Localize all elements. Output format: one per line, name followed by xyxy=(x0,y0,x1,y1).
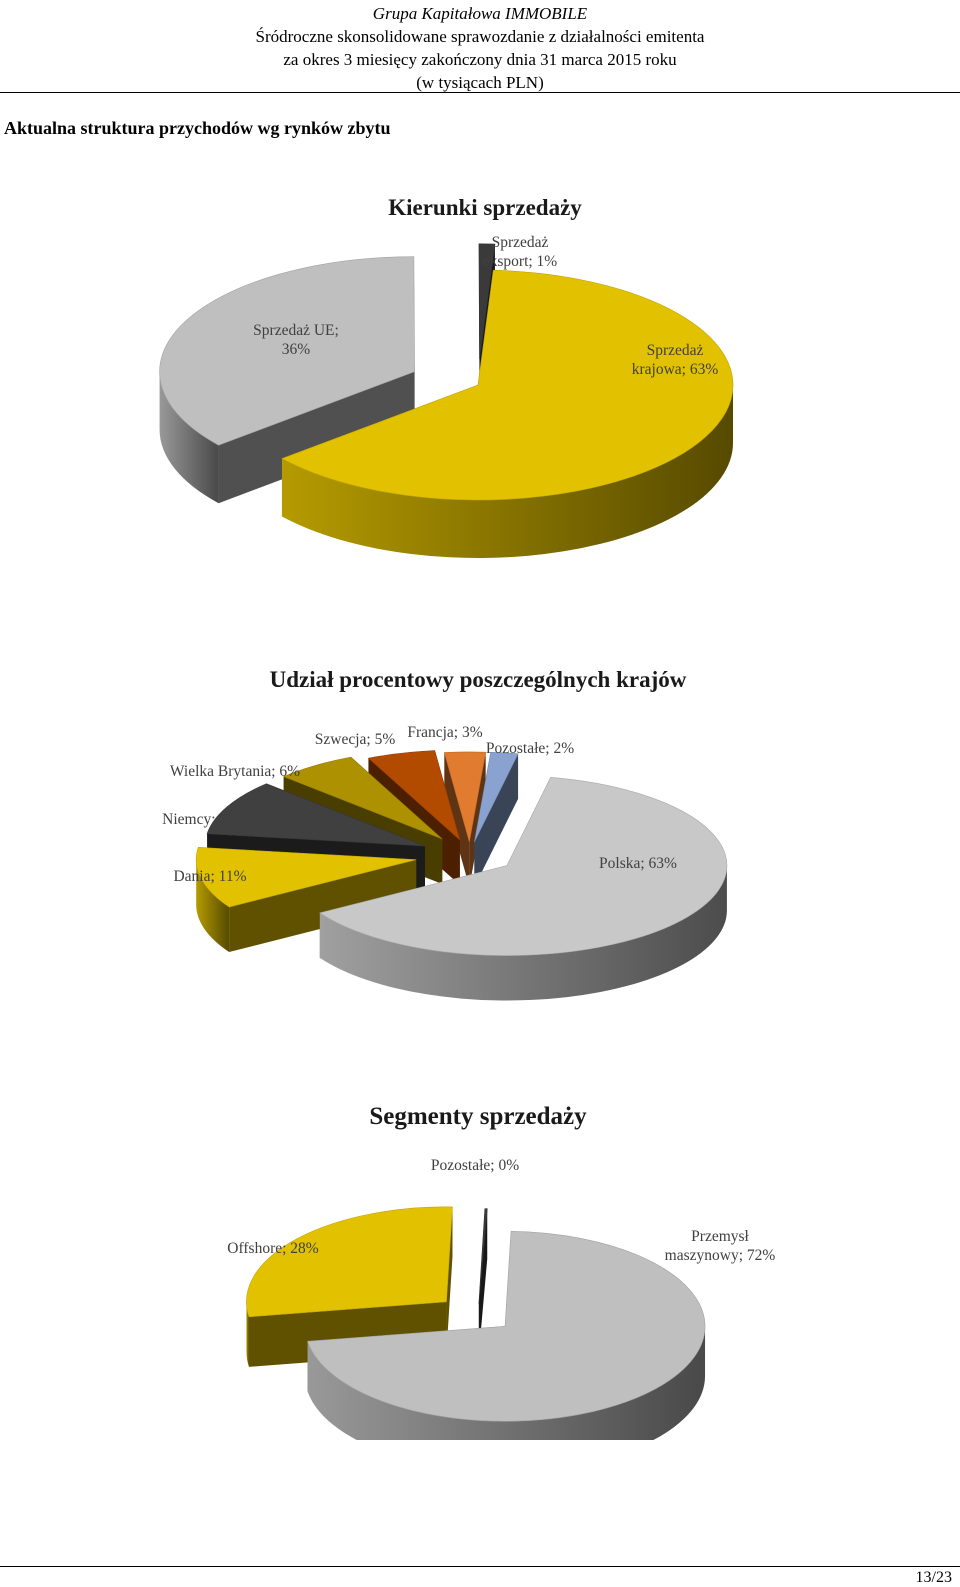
slice-wall xyxy=(446,1206,453,1352)
slice-top xyxy=(367,750,461,841)
slice-wall xyxy=(218,371,415,504)
slice-top xyxy=(478,1208,488,1304)
data-label-niemcy-10: Niemcy; 10% xyxy=(162,811,248,828)
document-header: Grupa Kapitałowa IMMOBILE Śródroczne sko… xyxy=(0,2,960,94)
report-unit: (w tysiącach PLN) xyxy=(416,73,544,92)
data-label-pozostale-2: Pozostałe; 2% xyxy=(486,740,574,757)
pie-slice-sprzedaz-ue-36 xyxy=(159,256,415,504)
slice-side xyxy=(246,1301,249,1367)
data-label-polska-63: Polska; 63% xyxy=(599,855,677,872)
section-title: Aktualna struktura przychodów wg rynków … xyxy=(4,118,391,138)
header-divider xyxy=(0,92,960,93)
data-label-sprzedaz-krajowa-63: Sprzedaż krajowa; 63% xyxy=(632,342,719,378)
slice-top xyxy=(307,1231,706,1422)
slice-top xyxy=(282,756,443,840)
chart-title: Udział procentowy poszczególnych krajów xyxy=(270,667,687,692)
slice-top xyxy=(195,847,417,908)
slice-top xyxy=(474,751,519,843)
slice-top xyxy=(443,751,487,842)
data-label-sprzedaz-ue-36: Sprzedaż UE; 36% xyxy=(253,322,339,358)
data-label-dania-11: Dania; 11% xyxy=(173,868,246,885)
pie-slice-przemysl-maszynowy-72 xyxy=(307,1231,706,1440)
page-number: 13/23 xyxy=(915,1569,952,1586)
report-period: za okres 3 miesięcy zakończony dnia 31 m… xyxy=(283,50,677,69)
slice-top xyxy=(159,256,415,446)
pie-slice-dania-11 xyxy=(195,847,417,953)
slice-top xyxy=(478,243,496,359)
pie-slice-pozostale-2 xyxy=(474,751,519,888)
company-name: Grupa Kapitałowa IMMOBILE xyxy=(372,4,588,23)
slice-wall xyxy=(444,752,470,887)
chart-kierunki-svg: Kierunki sprzedaży Sprzedaż krajowa; 63% Sp… xyxy=(159,195,734,558)
data-label-sprzedaz-eksport-1: Sprzedaż eksport; 1% xyxy=(483,234,558,270)
slice-wall xyxy=(478,1208,488,1354)
chart-segmenty-sprzedazy: Segmenty sprzedaży Przemysł maszynowy; 72%… xyxy=(0,1090,960,1440)
slice-wall xyxy=(474,753,519,888)
data-label-szwecja-5: Szwecja; 5% xyxy=(315,731,396,748)
slice-side xyxy=(281,385,733,558)
slice-top xyxy=(206,783,426,847)
slice-side xyxy=(196,859,230,953)
data-label-wielka-brytania-6: Wielka Brytania; 6% xyxy=(170,763,300,780)
slice-top xyxy=(246,1206,453,1318)
data-label-offshore-28: Offshore; 28% xyxy=(227,1240,318,1257)
pie-slice-polska-63 xyxy=(319,777,728,1001)
slice-side xyxy=(159,371,219,504)
chart-title: Kierunki sprzedaży xyxy=(388,195,582,220)
slice-side xyxy=(319,865,727,1001)
footer-divider xyxy=(0,1566,960,1567)
slice-side xyxy=(307,1326,706,1440)
data-label-francja-3: Francja; 3% xyxy=(407,724,482,741)
slice-top xyxy=(319,777,728,956)
pie-slice-sprzedaz-krajowa-63 xyxy=(281,269,734,558)
pie-slice-pozostale-0 xyxy=(478,1208,488,1354)
chart-kierunki-sprzedazy: Kierunki sprzedaży Sprzedaż krajowa; 63% Sp… xyxy=(0,180,960,580)
chart-title: Segmenty sprzedaży xyxy=(369,1103,587,1130)
slice-top xyxy=(281,269,734,501)
data-label-pozostale-0: Pozostałe; 0% xyxy=(431,1157,519,1174)
slice-wall xyxy=(469,752,486,887)
pie-slice-francja-3 xyxy=(443,751,487,887)
report-title: Śródroczne skonsolidowane sprawozdanie z… xyxy=(255,27,705,46)
data-label-przemysl-maszynowy-72: Przemysł maszynowy; 72% xyxy=(665,1228,776,1264)
chart-segmenty-svg: Segmenty sprzedaży Przemysł maszynowy; 72%… xyxy=(227,1103,776,1440)
chart-udzial-svg: Udział procentowy poszczególnych krajów P… xyxy=(162,667,728,1001)
chart-udzial-krajow: Udział procentowy poszczególnych krajów P… xyxy=(0,650,960,1010)
